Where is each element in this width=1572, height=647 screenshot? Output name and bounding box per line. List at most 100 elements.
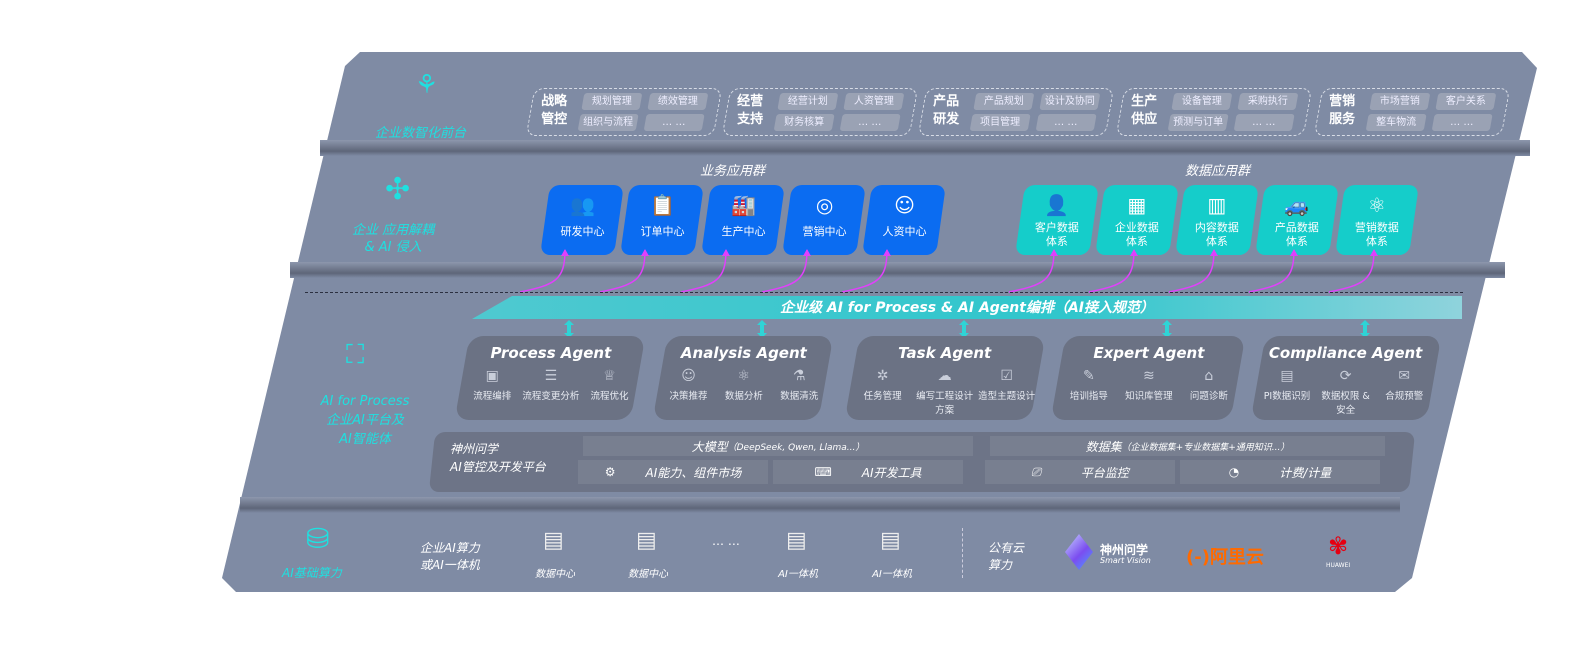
link-curve	[841, 249, 888, 293]
capability-label: 编写工程设计方案	[916, 391, 974, 416]
agent-capabilities: ▣ 流程编排 ☰ 流程变更分析 ♕ 流程优化	[463, 368, 639, 402]
layer-divider	[290, 262, 1505, 278]
public-cloud-2: 算力	[988, 558, 1013, 572]
agent-capability[interactable]: ✉ 合规预警	[1375, 368, 1433, 416]
server-ellipsis: … …	[712, 534, 740, 548]
ai-devtools-button[interactable]: ⌨ AI开发工具	[773, 460, 963, 484]
agent-capability[interactable]: ⚗ 数据清洗	[772, 368, 827, 402]
link-curve	[1008, 249, 1055, 293]
agent-capability[interactable]: ≋ 知识库管理	[1119, 368, 1178, 402]
ai-process-label-3: AI智能体	[339, 432, 391, 447]
agent-capability[interactable]: ✎ 培训指导	[1059, 368, 1118, 402]
agent-capability[interactable]: ⟳ 数据权限 & 安全	[1317, 368, 1375, 416]
capability-icon: ≋	[1143, 368, 1155, 384]
agent-card[interactable]: Compliance Agent ▤ PI数据识别 ⟳ 数据权限 & 安全 ✉ 合规预警	[1250, 336, 1442, 420]
agent-card[interactable]: Task Agent ✲ 任务管理 ☁ 编写工程设计方案 ☑ 造型主题设计	[844, 336, 1046, 420]
link-curve	[1248, 249, 1295, 293]
agent-capability[interactable]: ▣ 流程编排	[463, 368, 521, 402]
infra-label: AI基础算力	[282, 566, 342, 580]
agent-inner: Task Agent ✲ 任务管理 ☁ 编写工程设计方案 ☑ 造型主题设计	[852, 344, 1038, 416]
capability-label: PI数据识别	[1263, 391, 1311, 402]
link-arrowhead	[883, 249, 891, 256]
apps-label-line2: & AI 侵入	[364, 240, 422, 255]
agent-name: Process Agent	[490, 344, 612, 362]
capability-label: 流程变更分析	[522, 391, 580, 402]
link-arrowhead	[1050, 249, 1058, 256]
capability-label: 数据清洗	[780, 391, 819, 402]
link-arrowhead	[561, 249, 569, 256]
orchestration-banner-text: 企业级 AI for Process & AI Agent编排（AI接入规范）	[779, 300, 1155, 316]
ai-process-label-1: AI for Process	[320, 394, 410, 409]
agent-card[interactable]: Process Agent ▣ 流程编排 ☰ 流程变更分析 ♕ 流程优化	[454, 336, 646, 420]
agent-name: Analysis Agent	[680, 344, 807, 362]
ai-process-label-2: 企业AI平台及	[326, 413, 404, 428]
bidirectional-arrow	[1360, 320, 1370, 338]
gauge-icon: ◔	[1228, 465, 1240, 479]
link-arrowhead	[1290, 249, 1298, 256]
face-scan-icon: ⛶	[346, 340, 365, 370]
agent-inner: Compliance Agent ▤ PI数据识别 ⟳ 数据权限 & 安全 ✉ 合规预警	[1258, 344, 1434, 416]
business-group-title: 业务应用群	[700, 164, 766, 179]
capability-icon: ⚛	[737, 368, 751, 384]
capability-label: 决策推荐	[669, 391, 708, 402]
capability-icon: ☁	[937, 368, 952, 384]
capability-icon: ▣	[485, 368, 499, 384]
capability-label: 培训指导	[1069, 391, 1108, 402]
capability-icon: ✉	[1398, 368, 1411, 384]
agent-inner: Process Agent ▣ 流程编排 ☰ 流程变更分析 ♕ 流程优化	[463, 344, 639, 402]
agent-name: Compliance Agent	[1268, 344, 1423, 362]
agent-inner: Analysis Agent ☺ 决策推荐 ⚛ 数据分析 ⚗ 数据清洗	[661, 344, 827, 402]
agent-capability[interactable]: ☺ 决策推荐	[661, 368, 716, 402]
capability-label: 任务管理	[863, 391, 902, 402]
enterprise-compute-2: 或AI一体机	[420, 558, 480, 572]
divider-dashed-line	[305, 292, 1463, 293]
agent-capability[interactable]: ☑ 造型主题设计	[976, 368, 1037, 416]
ai-market-button[interactable]: ⚙ AI能力、组件市场	[578, 460, 768, 484]
billing-button[interactable]: ◔ 计费/计量	[1180, 460, 1380, 484]
agent-capability[interactable]: ⌂ 问题诊断	[1179, 368, 1238, 402]
agent-capability[interactable]: ☁ 编写工程设计方案	[914, 368, 975, 416]
link-arrowhead	[641, 249, 649, 256]
agent-capability[interactable]: ♕ 流程优化	[580, 368, 638, 402]
server-icon: ▤	[786, 528, 807, 553]
link-curve	[1328, 249, 1375, 293]
agent-card[interactable]: Analysis Agent ☺ 决策推荐 ⚛ 数据分析 ⚗ 数据清洗	[652, 336, 834, 420]
agent-card[interactable]: Expert Agent ✎ 培训指导 ≋ 知识库管理 ⌂ 问题诊断	[1050, 336, 1246, 420]
link-curve	[1088, 249, 1135, 293]
link-curve	[599, 249, 646, 293]
server-label: AI一体机	[872, 569, 912, 580]
database-icon: ⛁	[306, 522, 330, 555]
link-curve	[680, 249, 727, 293]
apps-label-line1: 企业 应用解耦	[352, 223, 435, 238]
platform-title-2: AI管控及开发平台	[450, 460, 546, 474]
market-icon: ⚙	[604, 465, 616, 479]
link-arrowhead	[722, 249, 730, 256]
agent-name: Expert Agent	[1093, 344, 1205, 362]
server-label: AI一体机	[778, 569, 818, 580]
devtools-icon: ⌨	[814, 465, 832, 479]
capability-label: 知识库管理	[1125, 391, 1173, 402]
enterprise-compute-1: 企业AI算力	[420, 541, 480, 555]
capability-icon: ✲	[876, 368, 889, 384]
server-icon: ▤	[543, 528, 564, 553]
platform-monitor-button[interactable]: ⎚ 平台监控	[985, 460, 1175, 484]
link-curve	[761, 249, 808, 293]
server-icon: ▤	[880, 528, 901, 553]
divider-vertical	[962, 528, 963, 578]
capability-icon: ♕	[603, 368, 616, 384]
monitor-icon: ⎚	[1031, 464, 1041, 479]
molecule-icon: ✣	[385, 172, 411, 207]
smartvision-en: Smart Vision	[1100, 556, 1151, 565]
server-icon: ▤	[636, 528, 657, 553]
smartvision-cn: 神州问学	[1100, 543, 1149, 557]
agent-capability[interactable]: ⚛ 数据分析	[716, 368, 771, 402]
agent-capability[interactable]: ☰ 流程变更分析	[522, 368, 580, 402]
orchestration-banner	[472, 296, 1462, 319]
agent-capability[interactable]: ▤ PI数据识别	[1258, 368, 1316, 416]
agent-capabilities: ✎ 培训指导 ≋ 知识库管理 ⌂ 问题诊断	[1059, 368, 1239, 402]
link-arrowhead	[1130, 249, 1138, 256]
layer-divider	[240, 497, 1400, 513]
agent-capability[interactable]: ✲ 任务管理	[852, 368, 913, 416]
capability-label: 问题诊断	[1189, 391, 1228, 402]
capability-label: 流程优化	[590, 391, 629, 402]
